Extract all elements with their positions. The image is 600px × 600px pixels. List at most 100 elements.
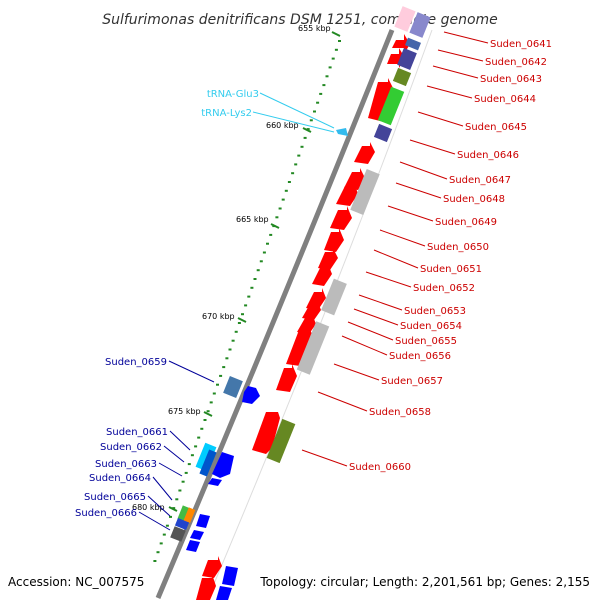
label-leader-line xyxy=(169,430,191,451)
tick-dot xyxy=(156,551,160,554)
label-leader-line xyxy=(341,335,388,356)
gene-label-right[interactable]: Suden_0649 xyxy=(435,217,497,228)
cds-suden-0656[interactable] xyxy=(286,326,314,366)
cds-suden-0647[interactable] xyxy=(344,168,365,190)
gene-label-right[interactable]: Suden_0650 xyxy=(427,242,489,253)
label-leader-line xyxy=(168,360,215,383)
gene-label-right[interactable]: Suden_0644 xyxy=(474,94,536,105)
tick-dot xyxy=(316,101,320,104)
label-leader-line xyxy=(417,111,464,127)
cds-suden-0648[interactable] xyxy=(336,182,358,206)
rna-suden-0661[interactable] xyxy=(195,442,217,472)
cds-blue-680-b[interactable] xyxy=(190,530,204,540)
cds-suden-0651[interactable] xyxy=(318,248,338,270)
feature-pink[interactable] xyxy=(394,6,416,32)
gene-label-right[interactable]: Suden_0660 xyxy=(349,462,411,473)
trna-feature[interactable] xyxy=(336,128,348,136)
gene-label-left[interactable]: Suden_0661 xyxy=(106,427,168,438)
gene-label-right[interactable]: Suden_0658 xyxy=(369,407,431,418)
feature-0665-orange[interactable] xyxy=(183,507,196,523)
gene-label-right[interactable]: Suden_0651 xyxy=(420,264,482,275)
tick-dot xyxy=(281,198,285,201)
gene-label-right[interactable]: Suden_0655 xyxy=(395,336,457,347)
cds-suden-0657[interactable] xyxy=(276,364,297,392)
feature-0666-blue[interactable] xyxy=(174,518,190,530)
feature-0648-grey[interactable] xyxy=(350,168,380,216)
tick-dot xyxy=(269,233,273,236)
feature-0666-grey[interactable] xyxy=(170,526,186,542)
cds-blue-680-c[interactable] xyxy=(186,540,200,552)
gene-label-right[interactable]: Suden_0641 xyxy=(490,39,552,50)
feature-0642-blue[interactable] xyxy=(405,37,421,51)
tick-dot xyxy=(325,75,329,78)
tick-dot xyxy=(197,436,201,439)
gene-label-right[interactable]: Suden_0643 xyxy=(480,74,542,85)
tick-dot xyxy=(294,163,298,166)
tick-dot xyxy=(291,172,295,175)
scale-ticks: 655 kbp 660 kbp 665 kbp 670 kbp 675 kbp … xyxy=(132,24,341,512)
cds-suden-0646[interactable] xyxy=(354,142,375,164)
trna-label-glu3: tRNA-Glu3 xyxy=(207,89,259,100)
gene-label-left[interactable]: Suden_0662 xyxy=(100,442,162,453)
tick-dot xyxy=(209,401,213,404)
label-leader-line xyxy=(409,139,456,155)
left-gene-labels: Suden_0659 Suden_0661 Suden_0662 Suden_0663… xyxy=(75,357,215,531)
cds-bottom-blue-2[interactable] xyxy=(216,586,232,600)
cds-suden-0663[interactable] xyxy=(212,452,234,478)
cds-blue-680-a[interactable] xyxy=(196,514,210,528)
cds-bottom-red-1[interactable] xyxy=(202,556,222,578)
tick-dot xyxy=(228,348,232,351)
tick-dot xyxy=(322,84,326,87)
feature-0642-indigo[interactable] xyxy=(397,48,417,70)
label-leader-line xyxy=(387,205,434,222)
tick-dot xyxy=(250,286,254,289)
gene-label-right[interactable]: Suden_0646 xyxy=(457,150,519,161)
tick-dot xyxy=(203,419,207,421)
rna-suden-0662[interactable] xyxy=(199,449,217,477)
cds-bottom-blue-1[interactable] xyxy=(222,566,238,586)
gene-label-right[interactable]: Suden_0647 xyxy=(449,175,511,186)
label-leader-line xyxy=(358,294,403,311)
gene-label-right[interactable]: Suden_0652 xyxy=(413,283,475,294)
cds-suden-0650[interactable] xyxy=(324,228,344,252)
gene-label-right[interactable]: Suden_0642 xyxy=(485,57,547,68)
gene-label-right[interactable]: Suden_0657 xyxy=(381,376,443,387)
gene-label-left[interactable]: Suden_0665 xyxy=(84,492,146,503)
feature-0659-steel[interactable] xyxy=(223,376,243,398)
right-gene-labels: Suden_0641 Suden_0642 Suden_0643 Suden_0644… xyxy=(301,31,552,473)
label-leader-line xyxy=(395,182,442,199)
tick-dot xyxy=(237,322,241,324)
tick-dot xyxy=(169,515,172,518)
cds-suden-0655[interactable] xyxy=(297,314,316,334)
gene-label-left[interactable]: Suden_0664 xyxy=(89,473,151,484)
tick-dot xyxy=(284,189,288,192)
tick-label-680: 680 kbp xyxy=(132,503,165,512)
tick-dot xyxy=(306,128,310,131)
cds-suden-0649[interactable] xyxy=(330,206,352,230)
gene-label-right[interactable]: Suden_0656 xyxy=(389,351,451,362)
feature-0645-indigo[interactable] xyxy=(373,123,393,143)
feature-0656-grey[interactable] xyxy=(296,321,330,375)
cds-suden-0664[interactable] xyxy=(208,478,222,486)
cds-suden-0654[interactable] xyxy=(302,300,321,320)
cds-suden-0652[interactable] xyxy=(312,264,332,286)
feature-0665-green[interactable] xyxy=(177,505,190,521)
gene-label-left[interactable]: Suden_0659 xyxy=(105,357,167,368)
feature-0641-purple[interactable] xyxy=(409,12,431,38)
gene-label-left[interactable]: Suden_0666 xyxy=(75,508,137,519)
cds-bottom-red-2[interactable] xyxy=(196,574,216,600)
gene-label-right[interactable]: Suden_0645 xyxy=(465,122,527,133)
gene-label-right[interactable]: Suden_0654 xyxy=(400,321,462,332)
gene-label-left[interactable]: Suden_0663 xyxy=(95,459,157,470)
tick-dot xyxy=(244,304,248,307)
gene-label-right[interactable]: Suden_0653 xyxy=(404,306,466,317)
feature-0652-grey[interactable] xyxy=(321,278,347,316)
feature-0643-olive[interactable] xyxy=(392,67,412,87)
gene-label-right[interactable]: Suden_0648 xyxy=(443,194,505,205)
cds-suden-0659[interactable] xyxy=(242,386,260,404)
tick-dot xyxy=(262,251,266,254)
label-leader-line xyxy=(443,31,489,44)
feature-0644-green[interactable] xyxy=(377,86,405,126)
feature-0660-olive[interactable] xyxy=(266,418,296,464)
